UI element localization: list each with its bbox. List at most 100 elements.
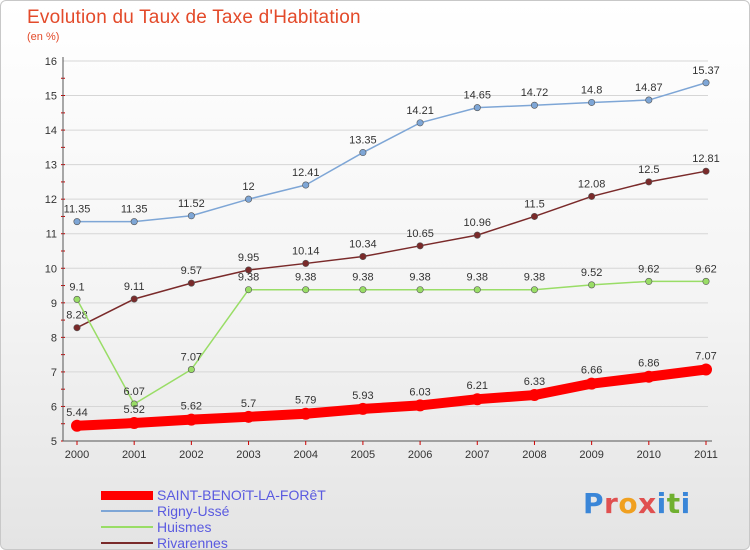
data-label: 5.52 [123,404,144,416]
data-label: 15.37 [692,65,720,77]
x-tick-label: 2003 [236,449,260,461]
x-tick-label: 2009 [579,449,603,461]
data-label: 9.62 [695,263,716,275]
data-point [130,295,138,303]
data-point [645,178,653,186]
y-tick-label: 14 [45,125,57,137]
y-tick-label: 7 [51,367,57,379]
chart-title: Evolution du Taux de Taxe d'Habitation [27,7,361,28]
data-label: 10.65 [406,228,434,240]
data-label: 9.38 [409,272,430,284]
data-label: 13.35 [349,135,377,147]
data-label: 9.38 [295,272,316,284]
data-label: 10.14 [292,245,320,257]
data-point [359,286,367,294]
data-point [130,400,138,408]
legend-swatch-rigny-usse [101,510,153,512]
series-line-2 [76,280,707,405]
data-label: 9.38 [238,272,259,284]
data-point [416,119,424,127]
data-label: 11.35 [64,204,91,216]
data-point [302,286,310,294]
data-point [359,149,367,157]
data-label: 8.28 [66,310,87,322]
data-label: 9.52 [581,267,602,279]
legend-swatch-saint-benoit [101,490,153,500]
data-point [73,295,81,303]
x-tick-label: 2002 [179,449,203,461]
chart-subtitle: (en %) [27,31,60,43]
data-point [702,79,710,87]
data-label: 5.7 [241,398,256,410]
data-label: 11.52 [178,198,205,210]
x-tick-label: 2001 [122,449,146,461]
legend-label-huismes: Huismes [157,519,212,535]
data-point [416,242,424,250]
legend-label-rigny-usse: Rigny-Ussé [157,503,230,519]
legend-label-saint-benoit: SAINT-BENOîT-LA-FORêT [157,487,326,503]
data-label: 12.08 [578,178,606,190]
data-point [702,277,710,285]
y-tick-label: 6 [51,401,57,413]
data-point [588,192,596,200]
legend-item-rigny-usse: Rigny-Ussé [101,503,326,519]
chart-legend: SAINT-BENOîT-LA-FORêT Rigny-Ussé Huismes… [101,487,326,550]
y-tick-label: 12 [45,194,57,206]
data-label: 5.44 [66,407,87,419]
data-point [585,377,598,390]
data-label: 7.07 [181,351,202,363]
data-point [473,286,481,294]
data-point [700,363,712,376]
y-tick-label: 16 [45,56,57,68]
data-label: 9.38 [467,272,488,284]
data-label: 10.96 [464,217,492,229]
data-label: 7.07 [695,350,716,362]
x-tick-label: 2005 [351,449,375,461]
data-point [187,279,195,287]
data-label: 5.79 [295,395,316,407]
legend-label-rivarennes: Rivarennes [157,535,228,550]
y-tick-label: 8 [51,332,57,344]
x-tick-label: 2007 [465,449,489,461]
legend-swatch-huismes [101,526,153,528]
x-tick-label: 2004 [293,449,317,461]
data-label: 6.07 [123,386,144,398]
data-point [73,218,81,226]
data-point [245,195,253,203]
data-point [71,419,83,432]
data-label: 9.62 [638,263,659,275]
data-label: 12 [242,181,254,193]
data-label: 9.57 [181,265,202,277]
data-label: 6.86 [638,358,659,370]
y-tick-label: 10 [45,263,57,275]
x-tick-label: 2011 [694,449,718,461]
x-tick-label: 2010 [637,449,661,461]
x-tick-label: 2008 [522,449,546,461]
data-point [588,98,596,106]
data-point [245,286,253,294]
series-line-0 [72,364,711,431]
data-label: 11.35 [121,204,148,216]
data-point [530,101,538,109]
data-label: 14.8 [581,84,602,96]
data-point [73,324,81,332]
data-point [187,212,195,220]
data-label: 12.81 [692,153,720,165]
data-label: 14.72 [521,87,549,99]
data-point [245,266,253,274]
data-label: 14.65 [464,90,492,102]
data-label: 11.5 [524,198,545,210]
data-point [645,96,653,104]
data-point [473,104,481,112]
y-tick-label: 15 [45,91,57,103]
data-point [299,407,312,420]
data-point [530,286,538,294]
data-point [473,231,481,239]
data-label: 6.03 [409,386,430,398]
data-label: 10.34 [349,239,377,251]
data-point [302,259,310,267]
y-tick-label: 11 [46,229,57,241]
legend-item-rivarennes: Rivarennes [101,535,326,550]
